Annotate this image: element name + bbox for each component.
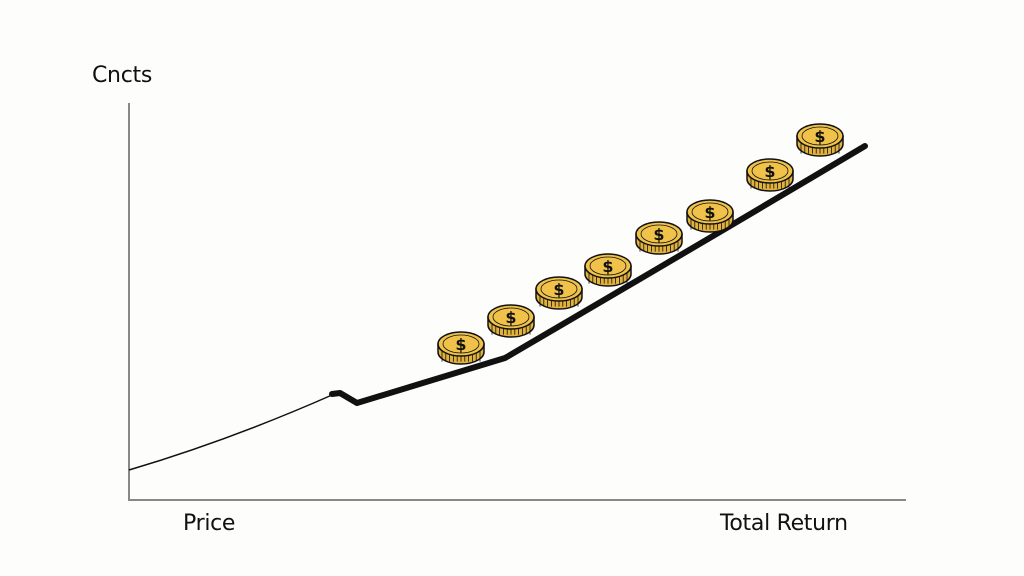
- x-axis-label-right: Total Return: [720, 511, 848, 536]
- coin-icon: $: [746, 158, 794, 192]
- svg-text:$: $: [814, 127, 825, 146]
- coin-icon: $: [437, 331, 485, 365]
- coin-icon: $: [686, 199, 734, 233]
- coin-icon: $: [635, 221, 683, 255]
- coin-icon: $: [584, 253, 632, 287]
- thick-line-segment: [329, 143, 868, 406]
- svg-text:$: $: [553, 280, 564, 299]
- svg-text:$: $: [455, 335, 466, 354]
- coin-icon: $: [487, 304, 535, 338]
- thin-line-segment: [128, 394, 333, 471]
- svg-text:$: $: [764, 162, 775, 181]
- svg-text:$: $: [653, 225, 664, 244]
- svg-text:$: $: [602, 257, 613, 276]
- svg-text:$: $: [505, 308, 516, 327]
- coins-group: $ $ $ $ $ $ $ $: [437, 123, 844, 365]
- coin-icon: $: [796, 123, 844, 157]
- svg-text:$: $: [704, 203, 715, 222]
- coin-icon: $: [535, 276, 583, 310]
- x-axis-label-left: Price: [183, 511, 236, 536]
- y-axis-label: Cncts: [92, 63, 152, 88]
